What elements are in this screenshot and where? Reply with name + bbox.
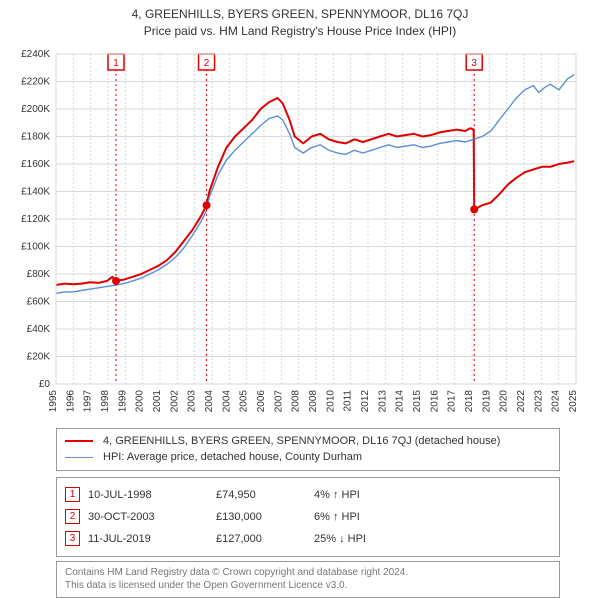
svg-text:2: 2	[204, 58, 210, 69]
event-delta: 25% ↓ HPI	[314, 533, 434, 545]
series-hpi	[56, 74, 574, 293]
svg-text:2015: 2015	[412, 389, 423, 412]
svg-text:£220K: £220K	[21, 76, 50, 87]
footer-attribution: Contains HM Land Registry data © Crown c…	[56, 561, 560, 598]
footer-line-1: Contains HM Land Registry data © Crown c…	[65, 566, 551, 580]
legend-row: HPI: Average price, detached house, Coun…	[65, 449, 551, 466]
svg-text:2006: 2006	[256, 389, 267, 412]
event-point-3	[470, 205, 478, 213]
event-date: 11-JUL-2019	[88, 533, 208, 545]
svg-text:2000: 2000	[135, 389, 146, 412]
event-row: 3 11-JUL-2019 £127,000 25% ↓ HPI	[65, 528, 551, 550]
svg-text:2017: 2017	[447, 389, 458, 412]
event-price: £74,950	[216, 489, 306, 501]
price-chart: £0 £20K £40K £60K £80K £100K £120K £140K £160K £1…	[0, 44, 600, 424]
event-marker-box: 2	[65, 509, 80, 524]
event-row: 2 30-OCT-2003 £130,000 6% ↑ HPI	[65, 506, 551, 528]
chart-title-block: 4, GREENHILLS, BYERS GREEN, SPENNYMOOR, …	[0, 0, 600, 44]
svg-text:£180K: £180K	[21, 131, 50, 142]
event-delta: 4% ↑ HPI	[314, 489, 434, 501]
svg-text:2016: 2016	[429, 389, 440, 412]
svg-text:£20K: £20K	[27, 351, 51, 362]
svg-text:2005: 2005	[239, 389, 250, 412]
svg-text:1998: 1998	[100, 389, 111, 412]
svg-text:£100K: £100K	[21, 241, 50, 252]
svg-text:2010: 2010	[325, 389, 336, 412]
event-price: £130,000	[216, 511, 306, 523]
svg-text:£60K: £60K	[27, 296, 51, 307]
legend-label: HPI: Average price, detached house, Coun…	[103, 449, 362, 466]
svg-text:2008: 2008	[291, 389, 302, 412]
svg-text:2007: 2007	[273, 389, 284, 412]
svg-text:2004: 2004	[204, 389, 215, 412]
svg-text:2011: 2011	[343, 389, 354, 411]
legend-label: 4, GREENHILLS, BYERS GREEN, SPENNYMOOR, …	[103, 433, 500, 450]
event-point-1	[112, 277, 120, 285]
svg-text:2004: 2004	[221, 389, 232, 412]
svg-text:2019: 2019	[481, 389, 492, 412]
event-date: 10-JUL-1998	[88, 489, 208, 501]
svg-text:1995: 1995	[48, 389, 59, 412]
event-point-2	[203, 201, 211, 209]
svg-text:2012: 2012	[360, 389, 371, 412]
svg-text:2024: 2024	[551, 389, 562, 412]
event-marker-box: 3	[65, 531, 80, 546]
svg-text:2025: 2025	[568, 389, 579, 412]
event-date: 30-OCT-2003	[88, 511, 208, 523]
footer-line-2: This data is licensed under the Open Gov…	[65, 579, 551, 593]
event-row: 1 10-JUL-1998 £74,950 4% ↑ HPI	[65, 484, 551, 506]
svg-text:2022: 2022	[516, 389, 527, 412]
svg-text:1996: 1996	[65, 389, 76, 412]
legend-swatch	[65, 440, 93, 442]
svg-text:£80K: £80K	[27, 269, 51, 280]
svg-text:2001: 2001	[152, 389, 163, 412]
svg-text:2018: 2018	[464, 389, 475, 412]
svg-text:2023: 2023	[533, 389, 544, 412]
svg-text:1997: 1997	[83, 389, 94, 412]
svg-text:2020: 2020	[499, 389, 510, 412]
svg-text:2008: 2008	[308, 389, 319, 412]
legend-row: 4, GREENHILLS, BYERS GREEN, SPENNYMOOR, …	[65, 433, 551, 450]
svg-text:£0: £0	[39, 379, 51, 390]
title-line-2: Price paid vs. HM Land Registry's House …	[10, 23, 590, 40]
svg-text:2002: 2002	[169, 389, 180, 412]
svg-text:1999: 1999	[117, 389, 128, 412]
event-price: £127,000	[216, 533, 306, 545]
svg-text:£160K: £160K	[21, 159, 50, 170]
svg-text:2003: 2003	[187, 389, 198, 412]
event-marker-box: 1	[65, 487, 80, 502]
legend: 4, GREENHILLS, BYERS GREEN, SPENNYMOOR, …	[56, 428, 560, 471]
title-line-1: 4, GREENHILLS, BYERS GREEN, SPENNYMOOR, …	[10, 6, 590, 23]
svg-text:£140K: £140K	[21, 186, 50, 197]
svg-text:£120K: £120K	[21, 214, 50, 225]
chart-svg: £0 £20K £40K £60K £80K £100K £120K £140K £160K £1…	[0, 44, 600, 424]
svg-text:2014: 2014	[395, 389, 406, 412]
events-table: 1 10-JUL-1998 £74,950 4% ↑ HPI 2 30-OCT-2003 £…	[56, 477, 560, 557]
svg-text:£40K: £40K	[27, 324, 51, 335]
svg-text:3: 3	[471, 58, 477, 69]
svg-text:1: 1	[113, 58, 119, 69]
svg-text:£200K: £200K	[21, 104, 50, 115]
svg-text:£240K: £240K	[21, 49, 50, 60]
legend-swatch	[65, 457, 93, 458]
svg-text:2013: 2013	[377, 389, 388, 412]
event-delta: 6% ↑ HPI	[314, 511, 434, 523]
